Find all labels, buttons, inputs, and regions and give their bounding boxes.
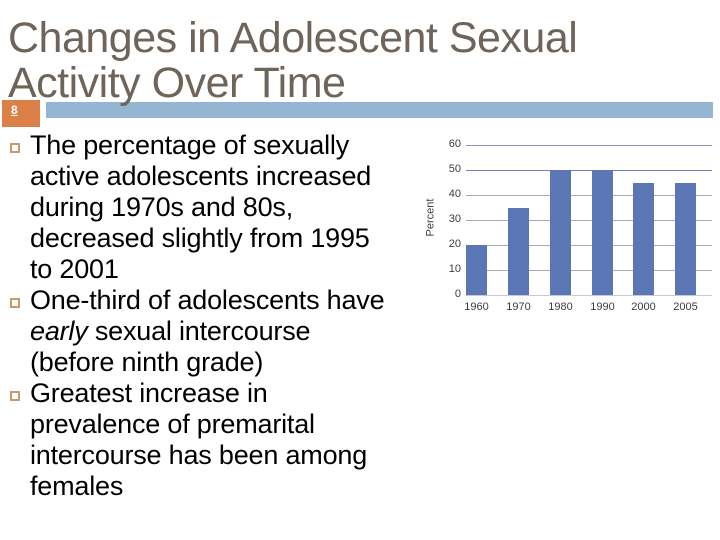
bullet-item: One-third of adolescents have early sexu… — [10, 285, 396, 378]
x-axis-line — [466, 295, 712, 296]
x-axis-tick-label: 1990 — [590, 301, 615, 313]
slide-number: 8 — [11, 103, 18, 117]
gridline — [466, 270, 712, 271]
bullet-text-segment: One-third of adolescents have — [30, 285, 385, 315]
x-axis-tick-label: 2000 — [631, 301, 656, 313]
y-axis-tick-label: 40 — [448, 188, 461, 200]
x-axis-tick-label: 1960 — [464, 301, 489, 313]
bar-1970 — [508, 207, 529, 295]
y-axis-title: Percent — [424, 198, 437, 237]
y-axis-tick-label: 0 — [454, 288, 461, 300]
y-axis-tick-label: 50 — [448, 163, 461, 175]
y-axis-tick-label: 30 — [448, 213, 461, 225]
slide-title: Changes in Adolescent Sexual Activity Ov… — [8, 14, 578, 107]
bullet-text-segment: Greatest increase in prevalence of prema… — [30, 378, 368, 501]
slide-number-badge: 8 — [2, 100, 40, 127]
bullet-item: The percentage of sexually active adoles… — [10, 130, 396, 285]
x-axis-tick-label: 2005 — [673, 301, 698, 313]
y-axis-tick-label: 10 — [448, 263, 461, 275]
gridline — [466, 220, 712, 221]
bar-1980 — [550, 170, 571, 295]
y-axis-tick-label: 60 — [448, 138, 461, 150]
bar-1960 — [466, 245, 487, 295]
bullet-list: The percentage of sexually active adoles… — [10, 130, 396, 502]
bullet-square-icon — [10, 143, 20, 153]
bar-1990 — [592, 170, 613, 295]
bullet-text-segment: sexual intercourse (before ninth grade) — [30, 316, 311, 377]
y-axis-tick-label: 20 — [448, 238, 461, 250]
gridline — [466, 170, 712, 171]
gridline — [466, 145, 712, 146]
bar-2000 — [633, 182, 654, 295]
bar-chart: 0 10 20 30 40 50 60 1960 1970 1980 1990 2000 2005 Per… — [423, 123, 720, 328]
bullet-text-segment: The percentage of sexually active adoles… — [30, 130, 372, 284]
bullet-square-icon — [10, 298, 20, 308]
bar-2005 — [675, 182, 696, 295]
gridline — [466, 195, 712, 196]
x-axis-tick-label: 1980 — [548, 301, 573, 313]
x-axis-tick-label: 1970 — [506, 301, 531, 313]
bullet-square-icon — [10, 391, 20, 401]
header-band — [46, 102, 713, 118]
bullet-text-segment: early — [30, 316, 88, 346]
gridline — [466, 245, 712, 246]
bullet-item: Greatest increase in prevalence of prema… — [10, 378, 396, 502]
